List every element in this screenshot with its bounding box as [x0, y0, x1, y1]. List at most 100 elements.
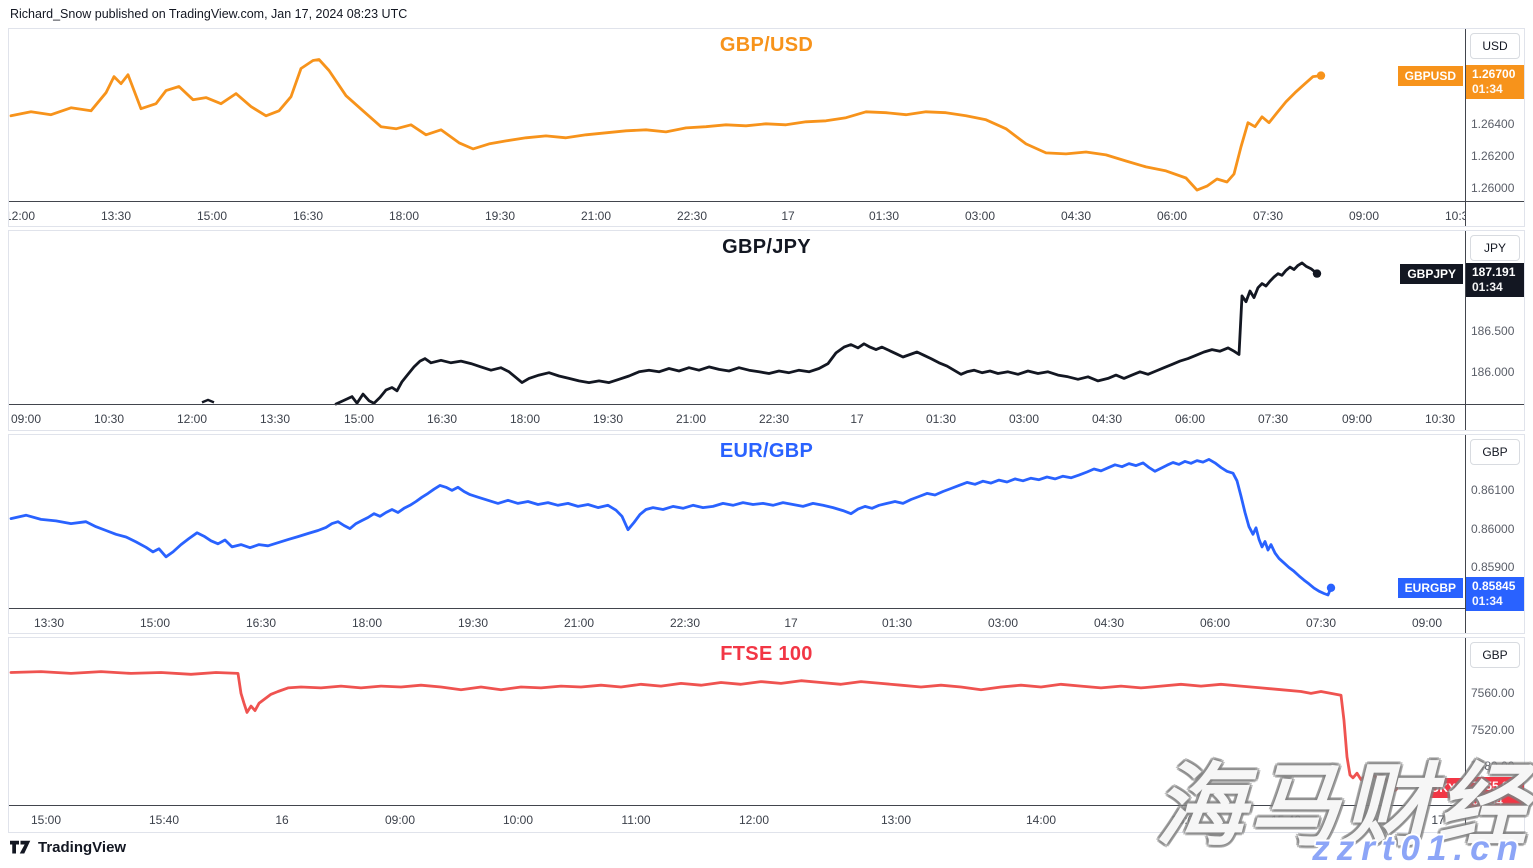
symbol-tag-gbpjpy: GBPJPY	[1400, 264, 1463, 284]
time-tick: 15:00	[343, 412, 375, 426]
last-price-dot	[1316, 71, 1326, 80]
time-tick: 16	[275, 813, 289, 827]
time-tick: 12:00	[176, 412, 208, 426]
time-tick: 03:00	[964, 209, 996, 223]
tradingview-logo-icon	[10, 839, 31, 856]
time-tick: 22:30	[758, 412, 790, 426]
currency-chip: USD	[1470, 33, 1520, 59]
price-plot-gbpusd	[9, 58, 1326, 192]
time-tick: 04:30	[1093, 616, 1125, 630]
currency-chip: GBP	[1470, 642, 1520, 668]
time-tick: 21:00	[563, 616, 595, 630]
price-line-gbpjpy	[334, 261, 1319, 406]
price-line-blip	[201, 398, 215, 404]
time-tick: 04:30	[1091, 412, 1123, 426]
time-axis-row: 15:00 15:40 16 09:00 10:00 11:00 12:00 13:00 14:…	[9, 806, 1465, 832]
time-tick: 19:30	[457, 616, 489, 630]
time-axis-row: 13:30 15:00 16:30 18:00 19:30 21:00 22:30 17 01:…	[9, 609, 1465, 633]
time-tick: 04:30	[1060, 209, 1092, 223]
time-tick: 09:00	[1411, 616, 1443, 630]
time-tick: 18:00	[351, 616, 383, 630]
time-tick: 10:30	[1424, 412, 1456, 426]
chart-panel-ukx: FTSE 100 15:00 15:40 16 09:00 10:00 11:00 12:00…	[8, 637, 1525, 833]
time-tick: 16:30	[426, 412, 458, 426]
time-tick: 07:30	[1257, 412, 1289, 426]
price-tick: 7560.00	[1471, 686, 1515, 700]
time-tick: 21:00	[580, 209, 612, 223]
price-plot-gbpjpy	[201, 261, 1322, 406]
price-line-eurgbp	[9, 457, 1333, 597]
time-tick: 01:30	[925, 412, 957, 426]
time-tick: 22:30	[676, 209, 708, 223]
time-tick: 15:00	[30, 813, 62, 827]
time-axis-row: 12:00 13:30 15:00 16:30 18:00 19:30 21:00 22:30…	[9, 202, 1465, 226]
time-axis-line	[9, 201, 1524, 202]
last-price-dot	[1389, 783, 1399, 792]
price-tick: 0.86100	[1471, 483, 1515, 497]
last-price-badge-gbpusd: 1.26700 01:34	[1466, 65, 1524, 99]
price-tick: 1.26400	[1471, 117, 1515, 131]
time-tick: 16:30	[292, 209, 324, 223]
tradingview-brand-label: TradingView	[38, 839, 127, 856]
time-tick: 09:00	[1341, 412, 1373, 426]
price-plot-ukx	[9, 670, 1399, 792]
time-axis-row: 09:00 10:30 12:00 13:30 15:00 16:30 18:00 19:30…	[9, 405, 1465, 430]
last-price-value: 187.191	[1472, 265, 1516, 279]
time-tick: 03:00	[987, 616, 1019, 630]
last-price-time: 01:34	[1472, 594, 1503, 608]
price-axis-line	[1465, 29, 1466, 226]
time-tick: 16:30	[245, 616, 277, 630]
last-price-badge-ukx: 7455.98 01:34	[1466, 777, 1524, 811]
time-tick: 13:30	[33, 616, 65, 630]
time-axis-line	[9, 805, 1524, 806]
time-tick: 22:30	[669, 616, 701, 630]
price-tick: 186.500	[1471, 324, 1515, 338]
time-axis-line	[9, 404, 1524, 405]
last-price-value: 7455.98	[1472, 779, 1516, 793]
time-tick: 07:30	[1252, 209, 1284, 223]
price-plot-eurgbp	[9, 457, 1336, 597]
last-price-dot	[1326, 583, 1336, 592]
price-line-ukx	[9, 670, 1396, 790]
price-tick: 7520.00	[1471, 723, 1515, 737]
last-price-badge-gbpjpy: 187.191 01:34	[1466, 263, 1524, 297]
price-tick: 1.26200	[1471, 149, 1515, 163]
currency-chip: JPY	[1470, 235, 1520, 261]
time-tick: 06:00	[1174, 412, 1206, 426]
time-tick: 18:00	[388, 209, 420, 223]
time-tick: 01:30	[881, 616, 913, 630]
time-tick: 18:00	[509, 412, 541, 426]
price-axis-line	[1465, 435, 1466, 633]
price-axis-line	[1465, 231, 1466, 430]
chart-panel-gbpjpy: GBP/JPY 09:00 10:30 12:00 13:30 15:00 16:30 18:…	[8, 230, 1525, 431]
time-tick: 15:00	[139, 616, 171, 630]
time-tick: 06:00	[1156, 209, 1188, 223]
time-tick: 17	[850, 412, 864, 426]
last-price-time: 01:34	[1472, 280, 1503, 294]
tradingview-brand[interactable]: TradingView	[10, 839, 126, 856]
last-price-value: 1.26700	[1472, 67, 1516, 81]
price-axis-line	[1465, 638, 1466, 832]
time-tick: 03:00	[1008, 412, 1040, 426]
attribution-text[interactable]: Richard_Snow published on TradingView.co…	[10, 7, 408, 21]
time-axis-line	[9, 608, 1524, 609]
chart-panel-gbpusd: GBP/USD12:0013:3015:0016:3018:0019:3021:…	[8, 28, 1525, 227]
time-tick: 19:30	[592, 412, 624, 426]
symbol-tag-ukx: UKX	[1423, 778, 1463, 798]
price-tick: 186.000	[1471, 365, 1515, 379]
time-tick: 13:30	[259, 412, 291, 426]
last-price-value: 0.85845	[1472, 579, 1516, 593]
time-tick: 17	[781, 209, 795, 223]
time-tick: 09:00	[1348, 209, 1380, 223]
price-tick: 1.26000	[1471, 181, 1515, 195]
last-price-badge-eurgbp: 0.85845 01:34	[1466, 577, 1524, 611]
time-tick: 14:00	[1025, 813, 1057, 827]
time-tick: 17	[784, 616, 798, 630]
time-tick: 10:30	[1444, 209, 1465, 223]
time-tick: 09:00	[384, 813, 416, 827]
last-price-dot	[1312, 269, 1322, 278]
time-tick: 06:00	[1199, 616, 1231, 630]
time-tick: 10:30	[93, 412, 125, 426]
currency-chip: GBP	[1470, 439, 1520, 465]
